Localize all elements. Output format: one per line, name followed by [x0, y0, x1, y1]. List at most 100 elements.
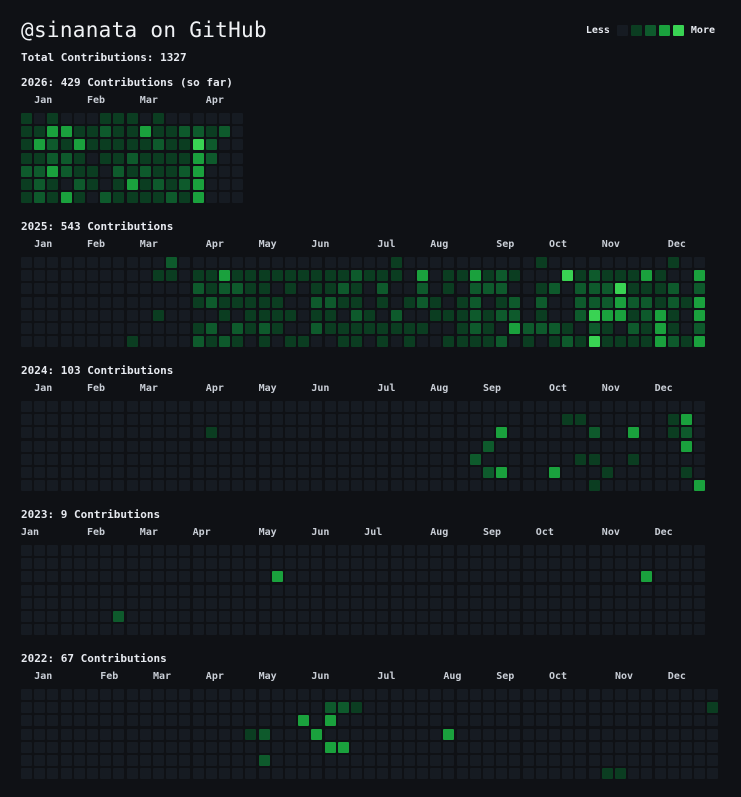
contribution-cell[interactable]	[522, 440, 534, 452]
contribution-cell[interactable]	[73, 309, 85, 321]
contribution-cell[interactable]	[192, 192, 204, 204]
contribution-cell[interactable]	[522, 597, 534, 609]
contribution-cell[interactable]	[681, 270, 692, 282]
contribution-cell[interactable]	[219, 270, 230, 282]
contribution-cell[interactable]	[390, 401, 402, 412]
contribution-cell[interactable]	[153, 597, 164, 609]
contribution-cell[interactable]	[205, 257, 217, 268]
contribution-cell[interactable]	[311, 257, 323, 268]
contribution-cell[interactable]	[258, 611, 270, 622]
contribution-cell[interactable]	[139, 597, 151, 609]
contribution-cell[interactable]	[232, 152, 244, 164]
contribution-cell[interactable]	[694, 427, 706, 439]
contribution-cell[interactable]	[588, 270, 600, 282]
contribution-cell[interactable]	[575, 309, 587, 321]
contribution-cell[interactable]	[192, 113, 204, 124]
contribution-cell[interactable]	[483, 453, 494, 465]
contribution-cell[interactable]	[694, 257, 706, 268]
contribution-cell[interactable]	[443, 336, 455, 348]
contribution-cell[interactable]	[60, 179, 72, 190]
contribution-cell[interactable]	[694, 270, 706, 282]
contribution-cell[interactable]	[205, 113, 217, 124]
contribution-cell[interactable]	[271, 296, 283, 308]
contribution-cell[interactable]	[34, 139, 46, 151]
contribution-cell[interactable]	[483, 257, 494, 268]
contribution-cell[interactable]	[615, 689, 626, 700]
contribution-cell[interactable]	[311, 624, 323, 636]
contribution-cell[interactable]	[47, 283, 59, 295]
contribution-cell[interactable]	[681, 427, 692, 439]
contribution-cell[interactable]	[443, 689, 455, 700]
contribution-cell[interactable]	[667, 545, 679, 556]
contribution-cell[interactable]	[337, 323, 349, 334]
contribution-cell[interactable]	[179, 611, 191, 622]
contribution-cell[interactable]	[364, 545, 376, 556]
contribution-cell[interactable]	[377, 624, 389, 636]
contribution-cell[interactable]	[615, 283, 626, 295]
contribution-cell[interactable]	[126, 480, 138, 492]
contribution-cell[interactable]	[21, 545, 32, 556]
contribution-cell[interactable]	[469, 728, 481, 740]
contribution-cell[interactable]	[258, 480, 270, 492]
contribution-cell[interactable]	[311, 755, 323, 766]
contribution-cell[interactable]	[34, 192, 46, 204]
contribution-cell[interactable]	[113, 597, 125, 609]
contribution-cell[interactable]	[271, 597, 283, 609]
contribution-cell[interactable]	[351, 480, 362, 492]
contribution-cell[interactable]	[87, 768, 98, 780]
contribution-cell[interactable]	[403, 270, 415, 282]
contribution-cell[interactable]	[694, 296, 706, 308]
contribution-cell[interactable]	[443, 427, 455, 439]
contribution-cell[interactable]	[232, 440, 244, 452]
contribution-cell[interactable]	[139, 152, 151, 164]
contribution-cell[interactable]	[192, 597, 204, 609]
contribution-cell[interactable]	[601, 414, 613, 426]
contribution-cell[interactable]	[258, 558, 270, 570]
contribution-cell[interactable]	[443, 323, 455, 334]
contribution-cell[interactable]	[87, 179, 98, 190]
contribution-cell[interactable]	[522, 611, 534, 622]
contribution-cell[interactable]	[403, 414, 415, 426]
contribution-cell[interactable]	[324, 283, 336, 295]
contribution-cell[interactable]	[219, 126, 230, 138]
contribution-cell[interactable]	[615, 715, 626, 727]
contribution-cell[interactable]	[205, 571, 217, 583]
contribution-cell[interactable]	[139, 584, 151, 596]
contribution-cell[interactable]	[205, 755, 217, 766]
contribution-cell[interactable]	[21, 257, 32, 268]
contribution-cell[interactable]	[100, 545, 112, 556]
contribution-cell[interactable]	[271, 283, 283, 295]
contribution-cell[interactable]	[245, 597, 257, 609]
contribution-cell[interactable]	[403, 467, 415, 478]
contribution-cell[interactable]	[364, 323, 376, 334]
contribution-cell[interactable]	[535, 689, 547, 700]
contribution-cell[interactable]	[417, 728, 428, 740]
contribution-cell[interactable]	[311, 768, 323, 780]
contribution-cell[interactable]	[390, 283, 402, 295]
contribution-cell[interactable]	[219, 257, 230, 268]
contribution-cell[interactable]	[364, 741, 376, 753]
contribution-cell[interactable]	[337, 336, 349, 348]
contribution-cell[interactable]	[351, 597, 362, 609]
contribution-cell[interactable]	[166, 624, 178, 636]
contribution-cell[interactable]	[641, 689, 653, 700]
contribution-cell[interactable]	[285, 336, 296, 348]
contribution-cell[interactable]	[87, 467, 98, 478]
contribution-cell[interactable]	[456, 702, 468, 714]
contribution-cell[interactable]	[483, 440, 494, 452]
contribution-cell[interactable]	[575, 427, 587, 439]
contribution-cell[interactable]	[522, 296, 534, 308]
contribution-cell[interactable]	[562, 545, 574, 556]
contribution-cell[interactable]	[390, 689, 402, 700]
contribution-cell[interactable]	[100, 741, 112, 753]
contribution-cell[interactable]	[192, 702, 204, 714]
contribution-cell[interactable]	[522, 283, 534, 295]
contribution-cell[interactable]	[430, 323, 442, 334]
contribution-cell[interactable]	[535, 584, 547, 596]
contribution-cell[interactable]	[562, 270, 574, 282]
contribution-cell[interactable]	[681, 401, 692, 412]
contribution-cell[interactable]	[126, 584, 138, 596]
contribution-cell[interactable]	[641, 453, 653, 465]
contribution-cell[interactable]	[100, 624, 112, 636]
contribution-cell[interactable]	[47, 323, 59, 334]
